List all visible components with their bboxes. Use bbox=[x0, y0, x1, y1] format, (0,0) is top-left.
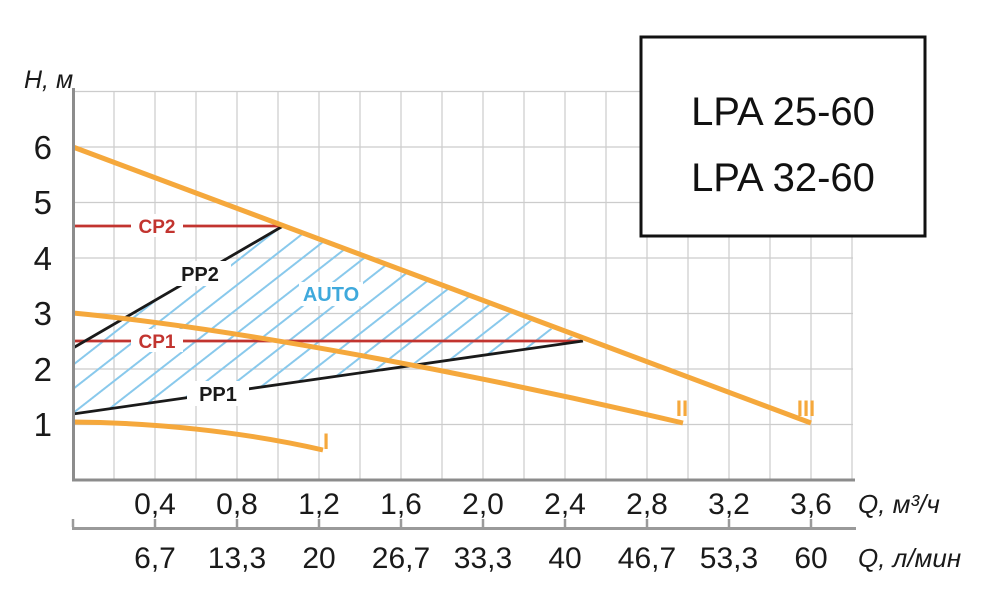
x-axis-lmin-tick-labels: 6,7 13,3 20 26,7 33,3 40 46,7 53,3 60 Q,… bbox=[134, 542, 961, 575]
x2-tick: 46,7 bbox=[618, 542, 676, 575]
x1-tick: 2,0 bbox=[462, 488, 504, 521]
cp2-label: CP2 bbox=[139, 217, 176, 238]
x2-tick: 6,7 bbox=[134, 542, 176, 575]
pp1-label-bg bbox=[187, 381, 249, 406]
x-axis-lmin-tick-marks bbox=[71, 519, 813, 527]
y-axis-label: H, м bbox=[24, 66, 73, 94]
curve-iii bbox=[72, 144, 812, 426]
pp1-line bbox=[72, 339, 584, 416]
auto-label-bg bbox=[299, 282, 363, 306]
cp1-label-bg bbox=[131, 329, 183, 352]
x-axis-lmin-unit: Q, л/мин bbox=[858, 543, 961, 573]
pp2-line bbox=[72, 224, 284, 350]
y-tick: 3 bbox=[34, 295, 52, 332]
pp2-label: PP2 bbox=[181, 264, 219, 286]
y-tick: 1 bbox=[34, 406, 52, 443]
x2-tick: 33,3 bbox=[454, 542, 512, 575]
x1-tick: 0,4 bbox=[134, 488, 176, 521]
auto-region-hatch bbox=[73, 226, 583, 414]
x2-tick: 40 bbox=[548, 542, 581, 575]
pp2-label-bg bbox=[169, 261, 231, 286]
model-name-1: LPA 25-60 bbox=[691, 90, 875, 134]
y-tick: 2 bbox=[34, 351, 52, 388]
curve-ii-label: II bbox=[676, 396, 688, 421]
x1-tick: 1,2 bbox=[298, 488, 340, 521]
y-axis-tick-labels: 6 5 4 3 2 1 bbox=[34, 129, 52, 443]
model-name-2: LPA 32-60 bbox=[691, 156, 875, 200]
curve-iii-label: III bbox=[797, 396, 815, 421]
curve-ii bbox=[72, 310, 684, 426]
cp2-label-bg bbox=[131, 214, 183, 237]
y-tick: 5 bbox=[34, 184, 52, 221]
x2-tick: 13,3 bbox=[208, 542, 266, 575]
x1-tick: 3,6 bbox=[790, 488, 832, 521]
x2-tick: 20 bbox=[302, 542, 335, 575]
cp1-label: CP1 bbox=[139, 332, 176, 353]
x1-tick: 1,6 bbox=[380, 488, 422, 521]
auto-label: AUTO bbox=[303, 284, 359, 306]
curve-i bbox=[72, 419, 324, 453]
x2-tick: 53,3 bbox=[700, 542, 758, 575]
model-legend-box: LPA 25-60 LPA 32-60 bbox=[639, 35, 927, 238]
x2-tick: 60 bbox=[794, 542, 827, 575]
x1-tick: 0,8 bbox=[216, 488, 258, 521]
x1-tick: 2,4 bbox=[544, 488, 586, 521]
x1-tick: 3,2 bbox=[708, 488, 750, 521]
x-axis-m3h-unit: Q, м³/ч bbox=[858, 489, 940, 519]
x2-tick: 26,7 bbox=[372, 542, 430, 575]
model-legend-border bbox=[639, 35, 927, 238]
pp1-label: PP1 bbox=[199, 384, 237, 406]
x1-tick: 2,8 bbox=[626, 488, 668, 521]
y-tick: 4 bbox=[34, 240, 52, 277]
y-tick: 6 bbox=[34, 129, 52, 166]
x-axis-m3h-tick-labels: 0,4 0,8 1,2 1,6 2,0 2,4 2,8 3,2 3,6 Q, м… bbox=[134, 488, 940, 521]
curve-i-label: I bbox=[323, 429, 329, 454]
